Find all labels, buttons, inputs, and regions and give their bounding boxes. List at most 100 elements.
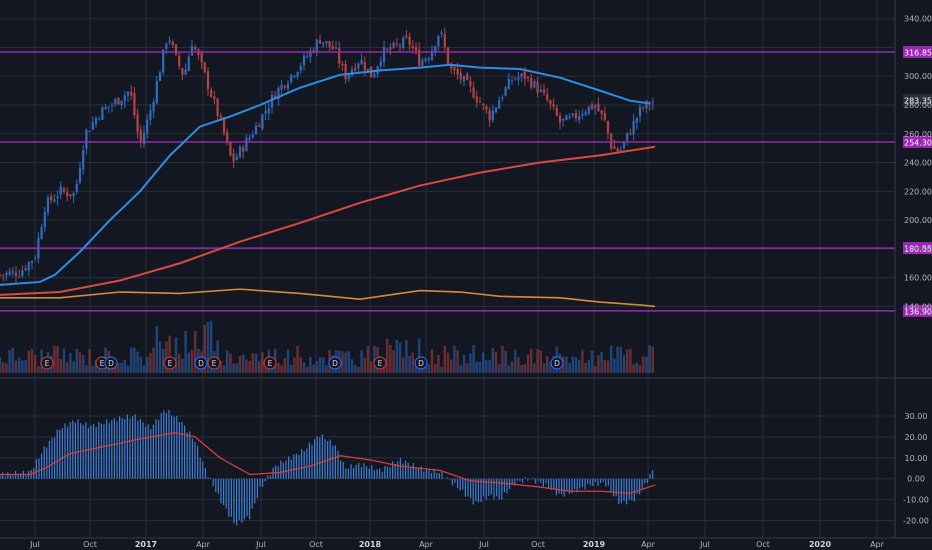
candle-body — [357, 63, 360, 69]
candle-body — [510, 80, 514, 82]
volume-bar — [453, 345, 456, 373]
volume-bar — [59, 359, 62, 373]
candle-body — [325, 41, 328, 44]
volume-bar — [72, 361, 75, 373]
event-marker-label: E — [378, 359, 383, 368]
volume-bar — [450, 359, 453, 373]
volume-bar — [165, 341, 168, 373]
volume-bar — [485, 360, 488, 373]
candle-body — [248, 137, 251, 140]
volume-bar — [56, 346, 59, 373]
candle-body — [507, 78, 510, 90]
candle-body — [120, 100, 123, 106]
candle-body — [338, 48, 341, 64]
candle-body — [571, 113, 574, 116]
candle-body — [46, 197, 50, 213]
volume-ma-line — [0, 288, 656, 308]
volume-bar — [178, 353, 181, 373]
macd-tick-label: -20.00 — [903, 517, 929, 526]
candle-body — [277, 88, 280, 100]
volume-bar — [446, 352, 450, 373]
volume-bar — [434, 363, 437, 373]
volume-bar — [523, 363, 526, 373]
last-price-label: 283.35 — [904, 97, 932, 106]
volume-bar — [603, 359, 606, 373]
volume-bar — [136, 351, 139, 373]
candle-body — [536, 81, 539, 93]
candle-body — [14, 272, 18, 277]
candle-body — [206, 71, 210, 90]
volume-bar — [315, 361, 318, 373]
volume-bar — [398, 342, 402, 373]
candle-body — [597, 103, 600, 112]
volume-bar — [133, 347, 136, 373]
volume-bar — [437, 354, 440, 373]
candle-body — [258, 125, 261, 127]
candle-body — [523, 71, 526, 79]
volume-bar — [542, 363, 546, 373]
candle-body — [126, 91, 130, 96]
candle-body — [165, 43, 168, 49]
volume-bar — [469, 353, 472, 373]
volume-bar — [245, 359, 248, 373]
volume-bar — [130, 347, 133, 373]
volume-bar — [238, 355, 242, 373]
time-tick-label: Oct — [309, 540, 323, 549]
candle-body — [27, 262, 30, 271]
volume-bar — [302, 362, 306, 373]
volume-bar — [242, 354, 245, 373]
volume-bar — [142, 365, 146, 373]
macd-tick-label: 30.00 — [905, 412, 928, 421]
candle-body — [146, 119, 149, 134]
volume-bar — [344, 352, 347, 373]
candle-body — [69, 194, 72, 196]
volume-bar — [360, 350, 363, 373]
candle-body — [546, 94, 549, 101]
candle-body — [562, 118, 565, 121]
volume-bar — [427, 364, 430, 373]
volume-bar — [18, 357, 21, 373]
level-badge-label: 254.30 — [904, 138, 932, 147]
ma-short-line — [0, 63, 651, 286]
candle-body — [328, 40, 331, 47]
candle-body — [610, 133, 613, 149]
price-tick-label: 260.00 — [904, 130, 932, 139]
volume-bar — [306, 366, 309, 373]
candle-body — [501, 97, 504, 99]
candle-body — [424, 58, 427, 62]
candle-body — [453, 66, 456, 71]
horizontal-level-lines[interactable]: 316.85 254.30 180.55 136.90 283.35 — [0, 46, 932, 317]
candle-body — [520, 73, 523, 77]
volume-bar — [546, 356, 549, 373]
volume-bar — [248, 361, 251, 373]
volume-bar — [91, 365, 94, 373]
candle-body — [645, 100, 648, 109]
price-axis[interactable]: 340.00 300.00 280.00 260.00 240.00 220.00 200.… — [903, 15, 932, 526]
price-tick-label: 300.00 — [904, 72, 932, 81]
candle-body — [267, 108, 270, 114]
candle-body — [232, 153, 235, 162]
time-tick-label: Apr — [870, 540, 885, 549]
candle-body — [635, 118, 638, 123]
time-tick-label: Oct — [83, 540, 97, 549]
volume-bar — [648, 345, 651, 373]
candle-body — [133, 93, 136, 116]
macd-tick-label: 20.00 — [905, 433, 928, 442]
candle-body — [366, 68, 370, 73]
candle-body — [155, 81, 158, 104]
volume-bar — [642, 356, 645, 373]
volume-bar — [24, 360, 27, 373]
candle-body — [62, 188, 66, 192]
volume-bar — [357, 366, 360, 373]
candle-body — [222, 117, 226, 134]
volume-bar — [117, 363, 120, 373]
time-axis[interactable]: Jul Oct 2017 Apr Jul Oct 2018 Apr Jul Oct 2019 Apr J… — [29, 540, 884, 549]
volume-bar — [514, 349, 517, 373]
candle-body — [638, 106, 642, 117]
volume-bar — [146, 356, 149, 373]
candle-body — [264, 110, 267, 114]
candle-body — [229, 142, 232, 156]
earnings-marker — [40, 356, 54, 370]
